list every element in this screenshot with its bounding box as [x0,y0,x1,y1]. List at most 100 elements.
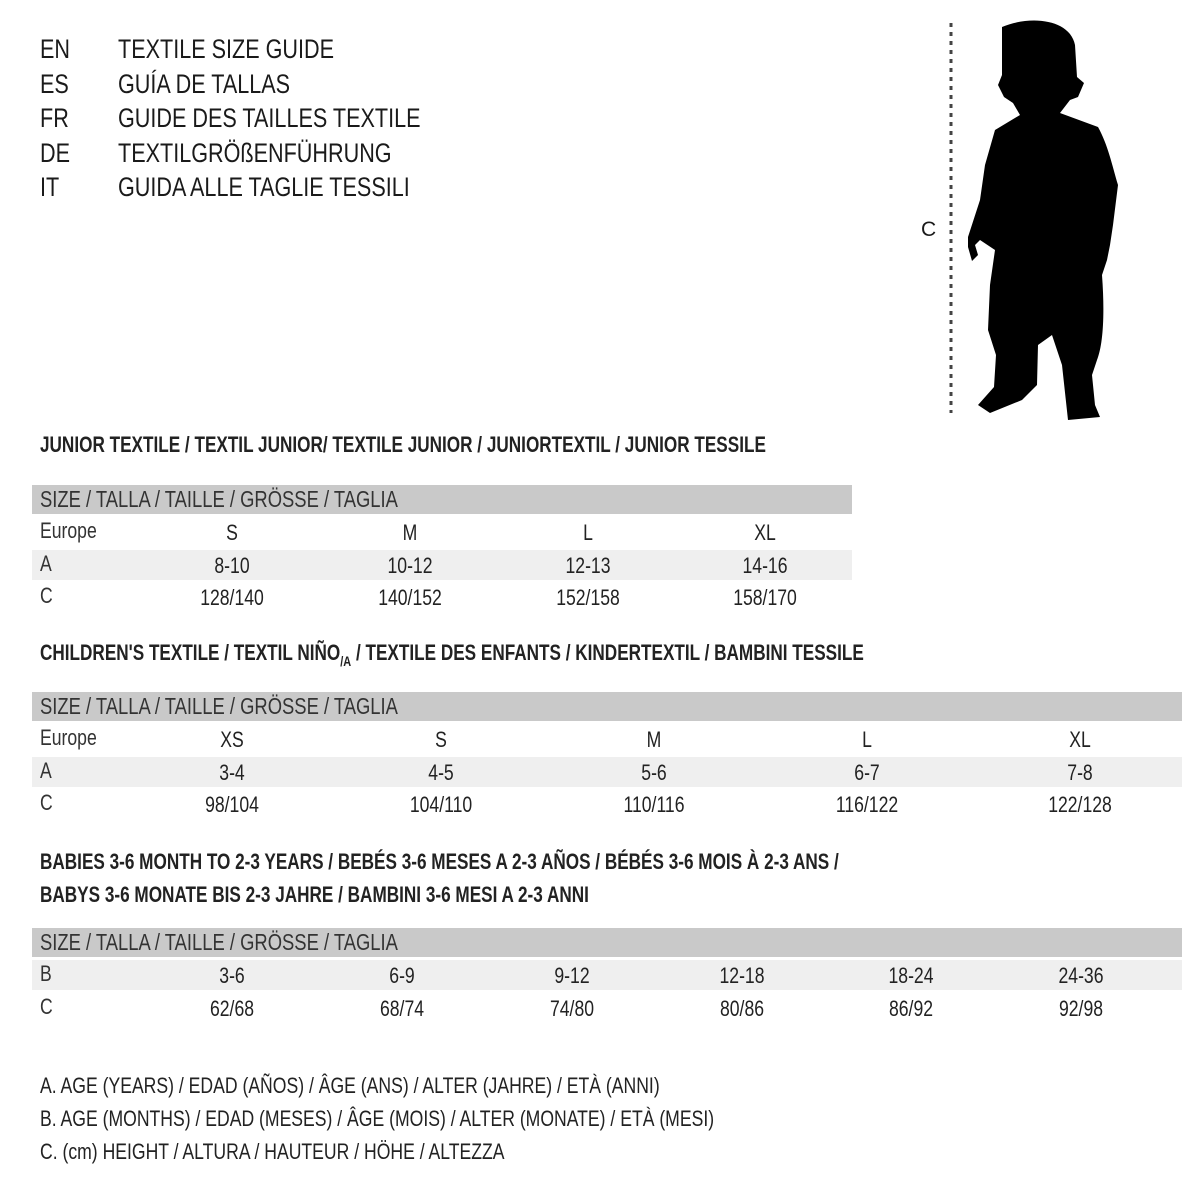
guide-title-text: GUIDE DES TAILLES TEXTILE [118,103,421,133]
size-cell-text: S [226,520,238,545]
language-code: DE [40,136,78,171]
language-code: EN [40,32,78,67]
row-label: C [40,583,56,609]
size-cell-text: 74/80 [549,995,595,1021]
size-cell-text: 62/68 [209,995,255,1021]
size-cell-text: 110/116 [623,792,685,817]
size-cell: L [861,727,873,753]
size-cell-text: 8-10 [214,552,250,578]
size-cell-text: 128/140 [200,585,264,610]
size-header: SIZE / TALLA / TAILLE / GRÖSSE / TAGLIA [40,693,398,719]
row-stripe [32,549,852,580]
size-cell-text: 86/92 [888,995,934,1021]
size-cell: 12-18 [714,963,770,989]
language-code: ES [40,67,76,102]
language-code: FR [40,101,76,136]
size-cell: 3-4 [216,760,248,786]
size-header-bar: SIZE / TALLA / TAILLE / GRÖSSE / TAGLIA [32,692,1182,721]
size-cell-text: 10-12 [387,552,433,578]
size-cell: XS [217,727,246,753]
size-cell: 18-24 [883,963,939,989]
size-cell-text: 12-18 [719,963,765,988]
guide-title-text: TEXTILE SIZE GUIDE [118,34,335,64]
children-heading-text: CHILDREN'S TEXTILE / TEXTIL NIÑO/A / TEX… [40,640,864,669]
size-cell-text: 14-16 [742,552,788,578]
size-cell: 68/74 [374,996,429,1022]
size-cell-text: 158/170 [733,585,797,610]
row-label-text: C [40,993,53,1019]
size-cell-text: XL [1069,727,1091,752]
size-cell: 6-9 [386,963,418,989]
size-cell: 104/110 [402,792,480,818]
size-cell: 14-16 [737,553,793,579]
row-label: A [40,758,55,784]
size-cell: 9-12 [550,963,594,989]
size-cell: 128/140 [192,585,272,611]
junior-heading-text: JUNIOR TEXTILE / TEXTIL JUNIOR/ TEXTILE … [40,432,766,457]
language-code-text: ES [40,68,69,99]
size-cell: 116/122 [828,792,906,818]
size-header-bar: SIZE / TALLA / TAILLE / GRÖSSE / TAGLIA [32,928,1182,957]
guide-title: GUIDE DES TAILLES TEXTILE [118,101,496,136]
guide-title-text: GUÍA DE TALLAS [118,68,291,99]
legend-item-text: C. (cm) HEIGHT / ALTURA / HAUTEUR / HÖHE… [40,1139,505,1164]
babies-heading-line2: BABYS 3-6 MONATE BIS 2-3 JAHRE / BAMBINI… [40,882,744,908]
guide-title: GUÍA DE TALLAS [118,67,333,102]
row-label-text: Europe [40,725,97,750]
guide-title-text: GUIDA ALLE TAGLIE TESSILI [118,172,410,202]
children-heading: CHILDREN'S TEXTILE / TEXTIL NIÑO/A / TEX… [40,640,1096,669]
size-cell-text: 152/158 [556,585,620,610]
size-cell: 5-6 [638,760,670,786]
size-cell-text: 122/128 [1048,792,1112,817]
guide-title: TEXTILE SIZE GUIDE [118,32,388,67]
size-cell-text: 7-8 [1067,759,1093,785]
size-cell-text: S [435,727,447,752]
size-cell-text: 98/104 [205,792,259,817]
size-cell: 98/104 [198,792,265,818]
size-cell: XL [752,520,779,546]
heading-part: / TEXTILE DES ENFANTS / KINDERTEXTIL / B… [351,640,864,665]
size-cell-text: 104/110 [409,792,473,817]
size-cell: S [225,520,240,546]
size-cell-text: 3-4 [219,759,245,785]
size-cell: 74/80 [544,996,599,1022]
row-label-text: C [40,583,53,608]
row-label: Europe [40,725,111,751]
size-cell-text: 3-6 [219,963,245,988]
junior-heading: JUNIOR TEXTILE / TEXTIL JUNIOR/ TEXTILE … [40,432,971,458]
size-cell-text: 4-5 [428,759,454,785]
row-label: C [40,790,56,816]
size-cell: 80/86 [714,996,769,1022]
row-label-text: A [40,550,52,576]
size-cell-text: 80/86 [719,995,765,1021]
row-label: Europe [40,518,111,544]
babies-heading-line2-text: BABYS 3-6 MONATE BIS 2-3 JAHRE / BAMBINI… [40,882,589,907]
size-cell: 62/68 [204,996,259,1022]
size-cell-text: 68/74 [379,995,425,1021]
row-stripe [32,960,1182,990]
heading-subscript: /A [340,653,352,669]
size-header-bar: SIZE / TALLA / TAILLE / GRÖSSE / TAGLIA [32,485,852,514]
language-code-text: DE [40,137,71,168]
language-code-text: EN [40,34,71,64]
language-code-text: IT [40,172,60,202]
size-cell: 158/170 [725,585,805,611]
language-code-text: FR [40,103,69,133]
row-stripe [32,756,1182,787]
size-cell-text: L [862,727,872,752]
size-cell-text: 18-24 [888,963,934,988]
size-cell: 110/116 [616,792,692,818]
language-code: IT [40,170,64,205]
size-cell: 92/98 [1053,996,1108,1022]
size-cell: 6-7 [851,760,883,786]
size-cell: XL [1067,727,1094,753]
size-cell: 140/152 [370,585,450,611]
size-cell: M [401,520,419,546]
size-cell: 122/128 [1040,792,1120,818]
babies-heading-line1: BABIES 3-6 MONTH TO 2-3 YEARS / BEBÉS 3-… [40,849,1064,875]
size-cell: 7-8 [1064,760,1096,786]
size-cell-text: 92/98 [1058,995,1104,1021]
guide-title-text: TEXTILGRÖßENFÜHRUNG [118,137,392,168]
row-label: C [40,994,56,1020]
babies-heading-line1-text: BABIES 3-6 MONTH TO 2-3 YEARS / BEBÉS 3-… [40,849,839,874]
